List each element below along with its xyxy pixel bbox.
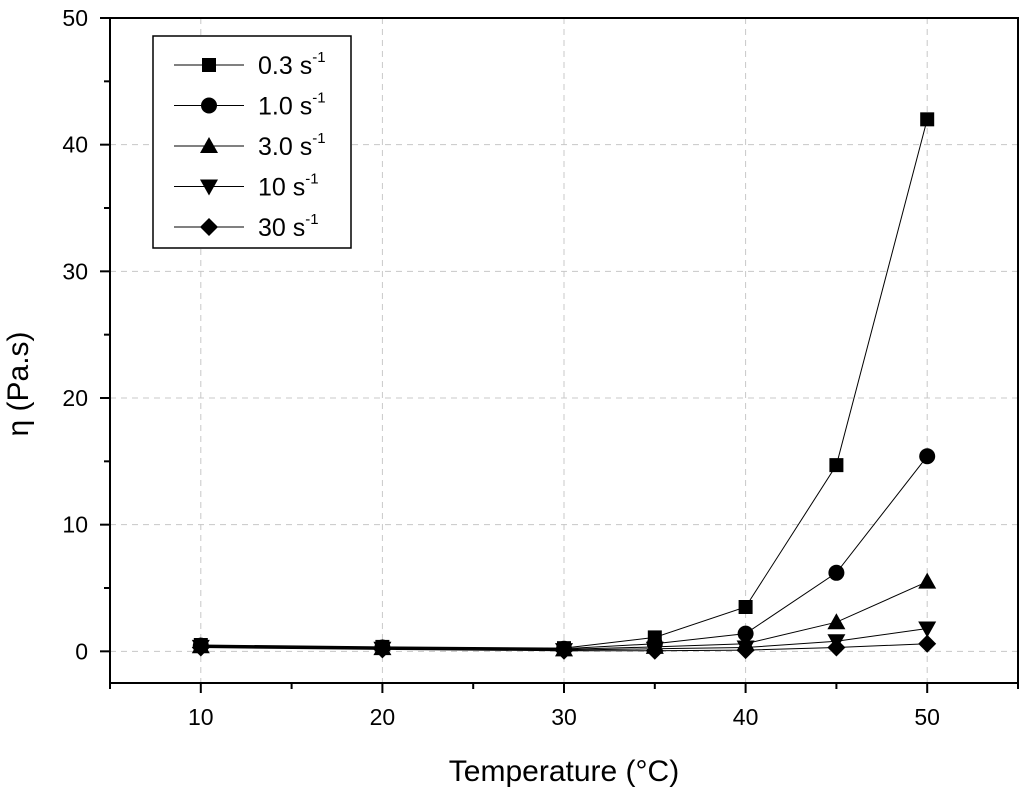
data-point-5 (736, 641, 755, 660)
data-point-1 (829, 458, 844, 473)
tick-labels: 10 20 30 40 50 0 10 20 30 40 50 (62, 5, 940, 730)
x-tick-label: 30 (551, 704, 577, 730)
y-tick-label: 20 (62, 385, 88, 411)
axis-ticks (100, 17, 1019, 693)
data-point-5 (373, 640, 392, 659)
data-point-2 (919, 448, 936, 465)
data-point-5 (555, 641, 573, 660)
data-point-5 (918, 634, 937, 653)
legend-marker (201, 97, 217, 114)
data-point-3 (918, 572, 937, 589)
data-point-2 (828, 564, 845, 581)
y-tick-label: 10 (62, 512, 88, 538)
x-axis-title: Temperature (°C) (449, 755, 679, 788)
data-point-1 (738, 600, 753, 614)
y-tick-label: 50 (62, 5, 88, 31)
legend-label-superscript: -1 (305, 171, 318, 188)
y-axis-title: η (Pa.s) (2, 331, 35, 436)
data-point-5 (191, 638, 210, 657)
legend-label: 10 s-1 (258, 171, 319, 202)
data-point-5 (645, 641, 664, 660)
legend-label-superscript: -1 (312, 49, 325, 66)
legend-label-superscript: -1 (312, 130, 325, 147)
y-tick-label: 30 (62, 258, 88, 284)
x-tick-label: 40 (733, 704, 759, 730)
legend-marker (202, 58, 216, 72)
data-point-5 (827, 638, 846, 657)
legend-marker (200, 137, 218, 153)
legend: 0.3 s-11.0 s-13.0 s-110 s-130 s-1 (152, 35, 352, 249)
series-group (191, 112, 937, 660)
data-point-1 (920, 112, 935, 127)
x-tick-label: 20 (370, 704, 396, 730)
x-tick-label: 50 (914, 704, 940, 730)
data-point-4 (918, 621, 937, 638)
legend-marker (200, 218, 218, 236)
legend-label-superscript: -1 (305, 211, 318, 228)
y-tick-label: 40 (62, 132, 88, 158)
legend-label-superscript: -1 (312, 90, 325, 107)
x-tick-label: 10 (188, 704, 214, 730)
y-tick-label: 0 (75, 638, 88, 664)
data-point-2 (737, 625, 754, 642)
data-point-3 (827, 613, 846, 630)
legend-marker (200, 179, 218, 196)
legend-box (152, 35, 352, 249)
